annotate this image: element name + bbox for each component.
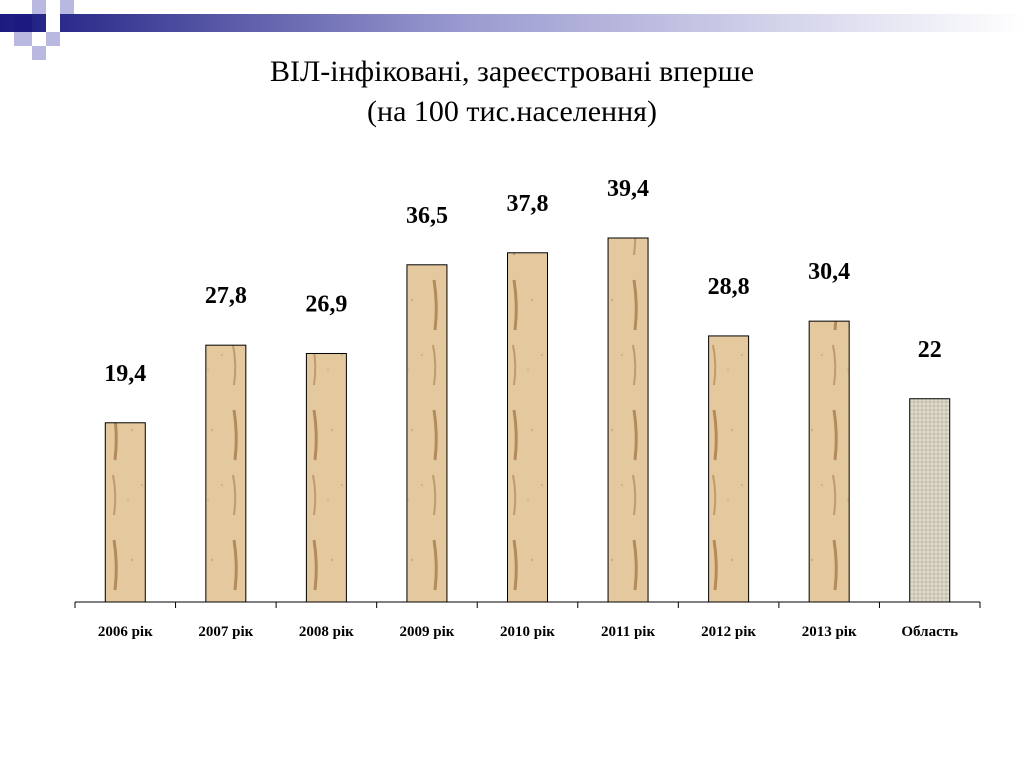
data-label-8: 30,4 — [808, 259, 850, 285]
bars-group — [104, 237, 951, 603]
bar-1 — [104, 422, 146, 603]
x-tick-label-9: Область — [901, 624, 958, 640]
x-axis — [74, 601, 981, 608]
x-tick-label-4: 2009 рік — [399, 624, 454, 640]
data-label-7: 28,8 — [708, 274, 750, 300]
data-label-1: 19,4 — [104, 361, 146, 387]
chart-title: ВІЛ-інфіковані, зареєстровані вперше (на… — [0, 52, 1024, 132]
bar-8 — [808, 320, 850, 603]
data-label-9: 22 — [918, 337, 942, 363]
corner-decoration — [0, 0, 1024, 60]
x-tick-label-5: 2010 рік — [500, 624, 555, 640]
bar-6 — [607, 237, 649, 603]
x-tick-label-3: 2008 рік — [299, 624, 354, 640]
bar-3 — [305, 352, 347, 603]
x-tick-label-2: 2007 рік — [198, 624, 253, 640]
x-tick-labels-group: 2006 рік 2007 рік 2008 рік 2009 рік 2010 рік… — [98, 624, 958, 640]
data-label-3: 26,9 — [305, 291, 347, 317]
bar-4 — [406, 264, 448, 603]
x-tick-label-7: 2012 рік — [701, 624, 756, 640]
bar-9 — [909, 398, 951, 603]
data-labels-group: 19,4 27,8 26,9 36,5 37,8 39,4 28,8 30,4 22 — [104, 176, 941, 387]
bar-7 — [708, 335, 750, 603]
bar-5 — [507, 252, 548, 603]
bar-2 — [205, 344, 247, 603]
chart-title-line2: (на 100 тис.населення) — [367, 95, 657, 128]
data-label-4: 36,5 — [406, 203, 448, 229]
data-label-2: 27,8 — [205, 283, 247, 309]
data-label-5: 37,8 — [507, 191, 549, 217]
chart-title-line1: ВІЛ-інфіковані, зареєстровані вперше — [269, 55, 755, 88]
x-tick-label-6: 2011 рік — [601, 624, 655, 640]
x-tick-label-1: 2006 рік — [98, 624, 153, 640]
x-tick-label-8: 2013 рік — [802, 624, 857, 640]
data-label-6: 39,4 — [607, 176, 649, 202]
